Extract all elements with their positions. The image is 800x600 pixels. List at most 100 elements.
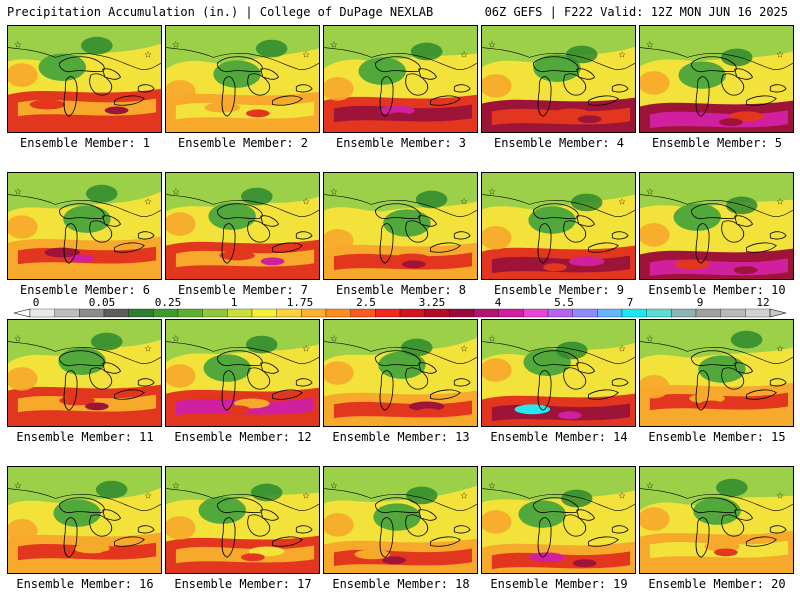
ensemble-map-15: ☆ ☆ xyxy=(639,319,794,427)
lake-outline xyxy=(295,231,313,240)
lake-outline xyxy=(769,231,787,240)
moderate-rain-area xyxy=(198,496,246,524)
dry-area xyxy=(565,45,598,64)
precip-max xyxy=(568,256,605,267)
precip-max-secondary xyxy=(241,553,265,562)
lake-outline xyxy=(405,514,429,537)
city-marker-icon: ☆ xyxy=(460,491,468,501)
lake-outline xyxy=(430,242,461,253)
lake-outline xyxy=(102,68,122,80)
lake-outline xyxy=(563,220,587,243)
city-marker-icon: ☆ xyxy=(460,344,468,354)
lake-outline xyxy=(588,242,619,253)
city-marker-icon: ☆ xyxy=(172,188,180,198)
lake-outline xyxy=(430,95,461,106)
lake-outline xyxy=(295,84,313,93)
lake-outline xyxy=(379,517,394,558)
city-marker-icon: ☆ xyxy=(14,482,22,492)
lake-outline xyxy=(734,509,754,521)
scale-swatch xyxy=(227,308,253,318)
lake-outline xyxy=(563,73,587,96)
precip-max-secondary xyxy=(558,411,582,420)
lake-outline xyxy=(221,370,236,411)
lake-outline xyxy=(247,73,271,96)
city-marker-icon: ☆ xyxy=(776,491,784,501)
ensemble-map-10: ☆ ☆ xyxy=(639,172,794,280)
scale-swatch xyxy=(695,308,721,318)
ensemble-member-label: Ensemble Member: 15 xyxy=(648,430,786,444)
precip-patch-west xyxy=(482,74,512,98)
dry-area xyxy=(556,341,588,360)
ensemble-member-label: Ensemble Member: 5 xyxy=(651,136,783,150)
city-marker-icon: ☆ xyxy=(488,41,496,51)
moderate-rain-area xyxy=(203,354,251,382)
precip-field-9: ☆☆ xyxy=(482,173,635,279)
state-border xyxy=(482,341,635,364)
lake-outline xyxy=(137,84,155,93)
lake-outline xyxy=(430,389,461,400)
lake-outline xyxy=(379,76,394,117)
city-marker-icon: ☆ xyxy=(460,197,468,207)
scale-swatch xyxy=(202,308,228,318)
precip-field-4: ☆☆ xyxy=(482,26,635,132)
state-border xyxy=(8,341,161,364)
moderate-rain-area xyxy=(533,54,581,82)
moderate-rain-area xyxy=(213,60,261,88)
precip-max-secondary xyxy=(733,266,758,275)
scale-tick-label: 9 xyxy=(697,296,704,309)
scale-swatch xyxy=(128,308,154,318)
lake-outline xyxy=(63,517,78,558)
scale-swatch xyxy=(473,308,499,318)
lake-outline xyxy=(221,76,236,117)
precip-field-13: ☆☆ xyxy=(324,320,477,426)
ensemble-map-16: ☆ ☆ xyxy=(7,466,162,574)
city-marker-icon: ☆ xyxy=(14,335,22,345)
precip-max-secondary xyxy=(84,402,109,411)
light-rain-area xyxy=(324,26,477,69)
lake-outline xyxy=(537,76,552,117)
city-marker-icon: ☆ xyxy=(618,197,626,207)
lake-outline xyxy=(721,220,745,243)
lake-outline xyxy=(102,362,122,374)
precip-max-secondary xyxy=(99,550,124,559)
lake-outline xyxy=(453,231,471,240)
light-rain-area xyxy=(166,320,319,363)
moderate-rain-area xyxy=(38,53,86,81)
precip-max-secondary xyxy=(577,115,602,124)
dry-area xyxy=(730,330,763,349)
lake-outline xyxy=(89,220,113,243)
precip-field-17: ☆☆ xyxy=(166,467,319,573)
scale-swatch xyxy=(597,308,623,318)
moderate-rain-area xyxy=(698,355,746,383)
state-border xyxy=(8,488,161,511)
lake-outline xyxy=(89,367,113,390)
ensemble-map-5: ☆ ☆ xyxy=(639,25,794,133)
light-rain-area xyxy=(640,173,793,210)
precip-patch-west xyxy=(324,513,354,537)
moderate-rain-area xyxy=(678,61,726,89)
lake-outline xyxy=(272,95,303,106)
state-border xyxy=(640,488,793,511)
city-marker-icon: ☆ xyxy=(330,188,338,198)
lake-outline xyxy=(58,497,105,514)
lake-outline xyxy=(532,203,579,220)
precip-max xyxy=(408,401,445,412)
state-border xyxy=(166,341,319,364)
lake-outline xyxy=(374,497,421,514)
lake-outline xyxy=(746,242,777,253)
precip-max-secondary xyxy=(718,118,743,127)
lake-outline xyxy=(563,514,587,537)
state-border xyxy=(166,194,319,217)
scale-tick-label: 0.05 xyxy=(89,296,116,309)
city-marker-icon: ☆ xyxy=(646,482,654,492)
ensemble-member-label: Ensemble Member: 14 xyxy=(490,430,628,444)
model-valid-time: 06Z GEFS | F222 Valid: 12Z MON JUN 16 20… xyxy=(484,5,788,19)
city-marker-icon: ☆ xyxy=(14,41,22,51)
precip-field-11: ☆☆ xyxy=(8,320,161,426)
scale-swatch xyxy=(424,308,450,318)
lake-outline xyxy=(690,497,737,514)
scale-swatch xyxy=(301,308,327,318)
state-border xyxy=(166,488,319,511)
lake-outline xyxy=(690,56,737,73)
scale-tick-label: 12 xyxy=(756,296,769,309)
